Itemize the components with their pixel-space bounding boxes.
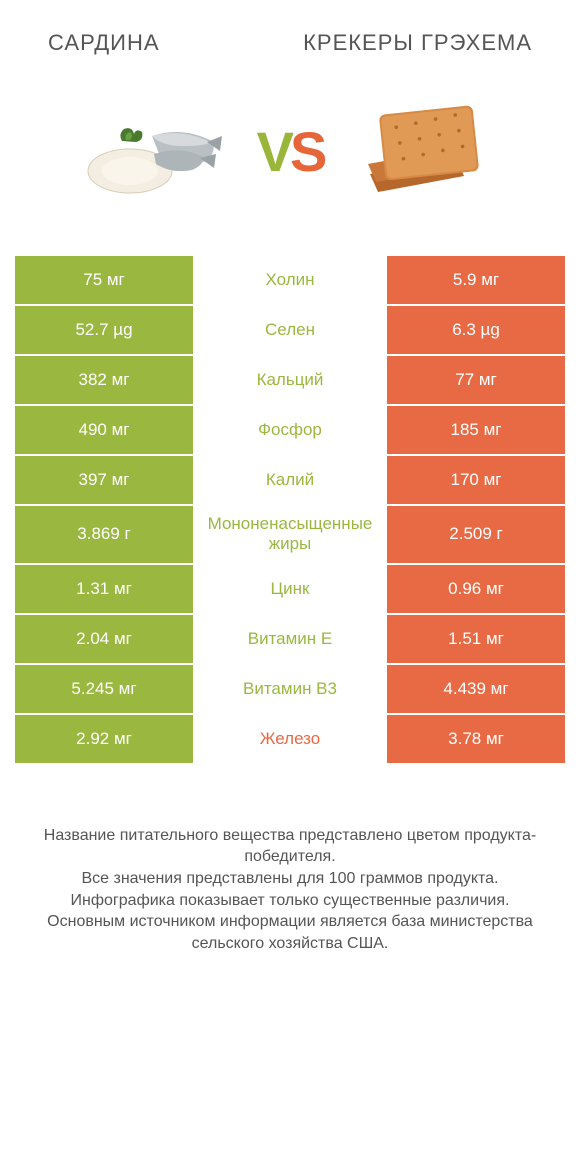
value-right: 4.439 мг <box>385 665 565 713</box>
value-right: 0.96 мг <box>385 565 565 613</box>
table-row: 2.04 мгВитамин E1.51 мг <box>15 615 565 665</box>
value-left: 75 мг <box>15 256 195 304</box>
nutrient-name: Кальций <box>195 356 385 404</box>
cracker-image <box>343 86 503 216</box>
footnote-line: Название питательного вещества представл… <box>20 825 560 868</box>
value-right: 185 мг <box>385 406 565 454</box>
nutrient-name: Витамин B3 <box>195 665 385 713</box>
nutrient-name: Железо <box>195 715 385 763</box>
table-row: 490 мгФосфор185 мг <box>15 406 565 456</box>
footnote-line: Инфографика показывает только существенн… <box>20 890 560 912</box>
footnote-line: Основным источником информации является … <box>20 911 560 954</box>
value-left: 5.245 мг <box>15 665 195 713</box>
table-row: 75 мгХолин5.9 мг <box>15 256 565 306</box>
value-left: 2.04 мг <box>15 615 195 663</box>
value-right: 1.51 мг <box>385 615 565 663</box>
vs-row: VS <box>0 86 580 216</box>
sardine-image <box>77 86 237 216</box>
nutrient-name: Холин <box>195 256 385 304</box>
nutrient-name: Цинк <box>195 565 385 613</box>
table-row: 1.31 мгЦинк0.96 мг <box>15 565 565 615</box>
value-right: 3.78 мг <box>385 715 565 763</box>
value-left: 397 мг <box>15 456 195 504</box>
vs-v: V <box>257 120 290 183</box>
vs-label: VS <box>257 119 324 184</box>
value-right: 6.3 µg <box>385 306 565 354</box>
product-right-title: Крекеры Грэхема <box>303 30 532 56</box>
value-right: 2.509 г <box>385 506 565 563</box>
table-row: 382 мгКальций77 мг <box>15 356 565 406</box>
nutrient-name: Витамин E <box>195 615 385 663</box>
product-left-title: Сардина <box>48 30 160 56</box>
value-left: 3.869 г <box>15 506 195 563</box>
value-right: 170 мг <box>385 456 565 504</box>
vs-s: S <box>290 120 323 183</box>
value-left: 490 мг <box>15 406 195 454</box>
value-left: 2.92 мг <box>15 715 195 763</box>
value-left: 1.31 мг <box>15 565 195 613</box>
table-row: 397 мгКалий170 мг <box>15 456 565 506</box>
table-row: 52.7 µgСелен6.3 µg <box>15 306 565 356</box>
value-left: 382 мг <box>15 356 195 404</box>
table-row: 5.245 мгВитамин B34.439 мг <box>15 665 565 715</box>
nutrition-table: 75 мгХолин5.9 мг52.7 µgСелен6.3 µg382 мг… <box>15 256 565 765</box>
footnote-line: Все значения представлены для 100 граммо… <box>20 868 560 890</box>
nutrient-name: Калий <box>195 456 385 504</box>
value-left: 52.7 µg <box>15 306 195 354</box>
footnote: Название питательного вещества представл… <box>20 825 560 955</box>
value-right: 5.9 мг <box>385 256 565 304</box>
table-row: 3.869 гМононенасыщенные жиры2.509 г <box>15 506 565 565</box>
table-row: 2.92 мгЖелезо3.78 мг <box>15 715 565 765</box>
nutrient-name: Мононенасыщенные жиры <box>195 506 385 563</box>
value-right: 77 мг <box>385 356 565 404</box>
nutrient-name: Селен <box>195 306 385 354</box>
nutrient-name: Фосфор <box>195 406 385 454</box>
